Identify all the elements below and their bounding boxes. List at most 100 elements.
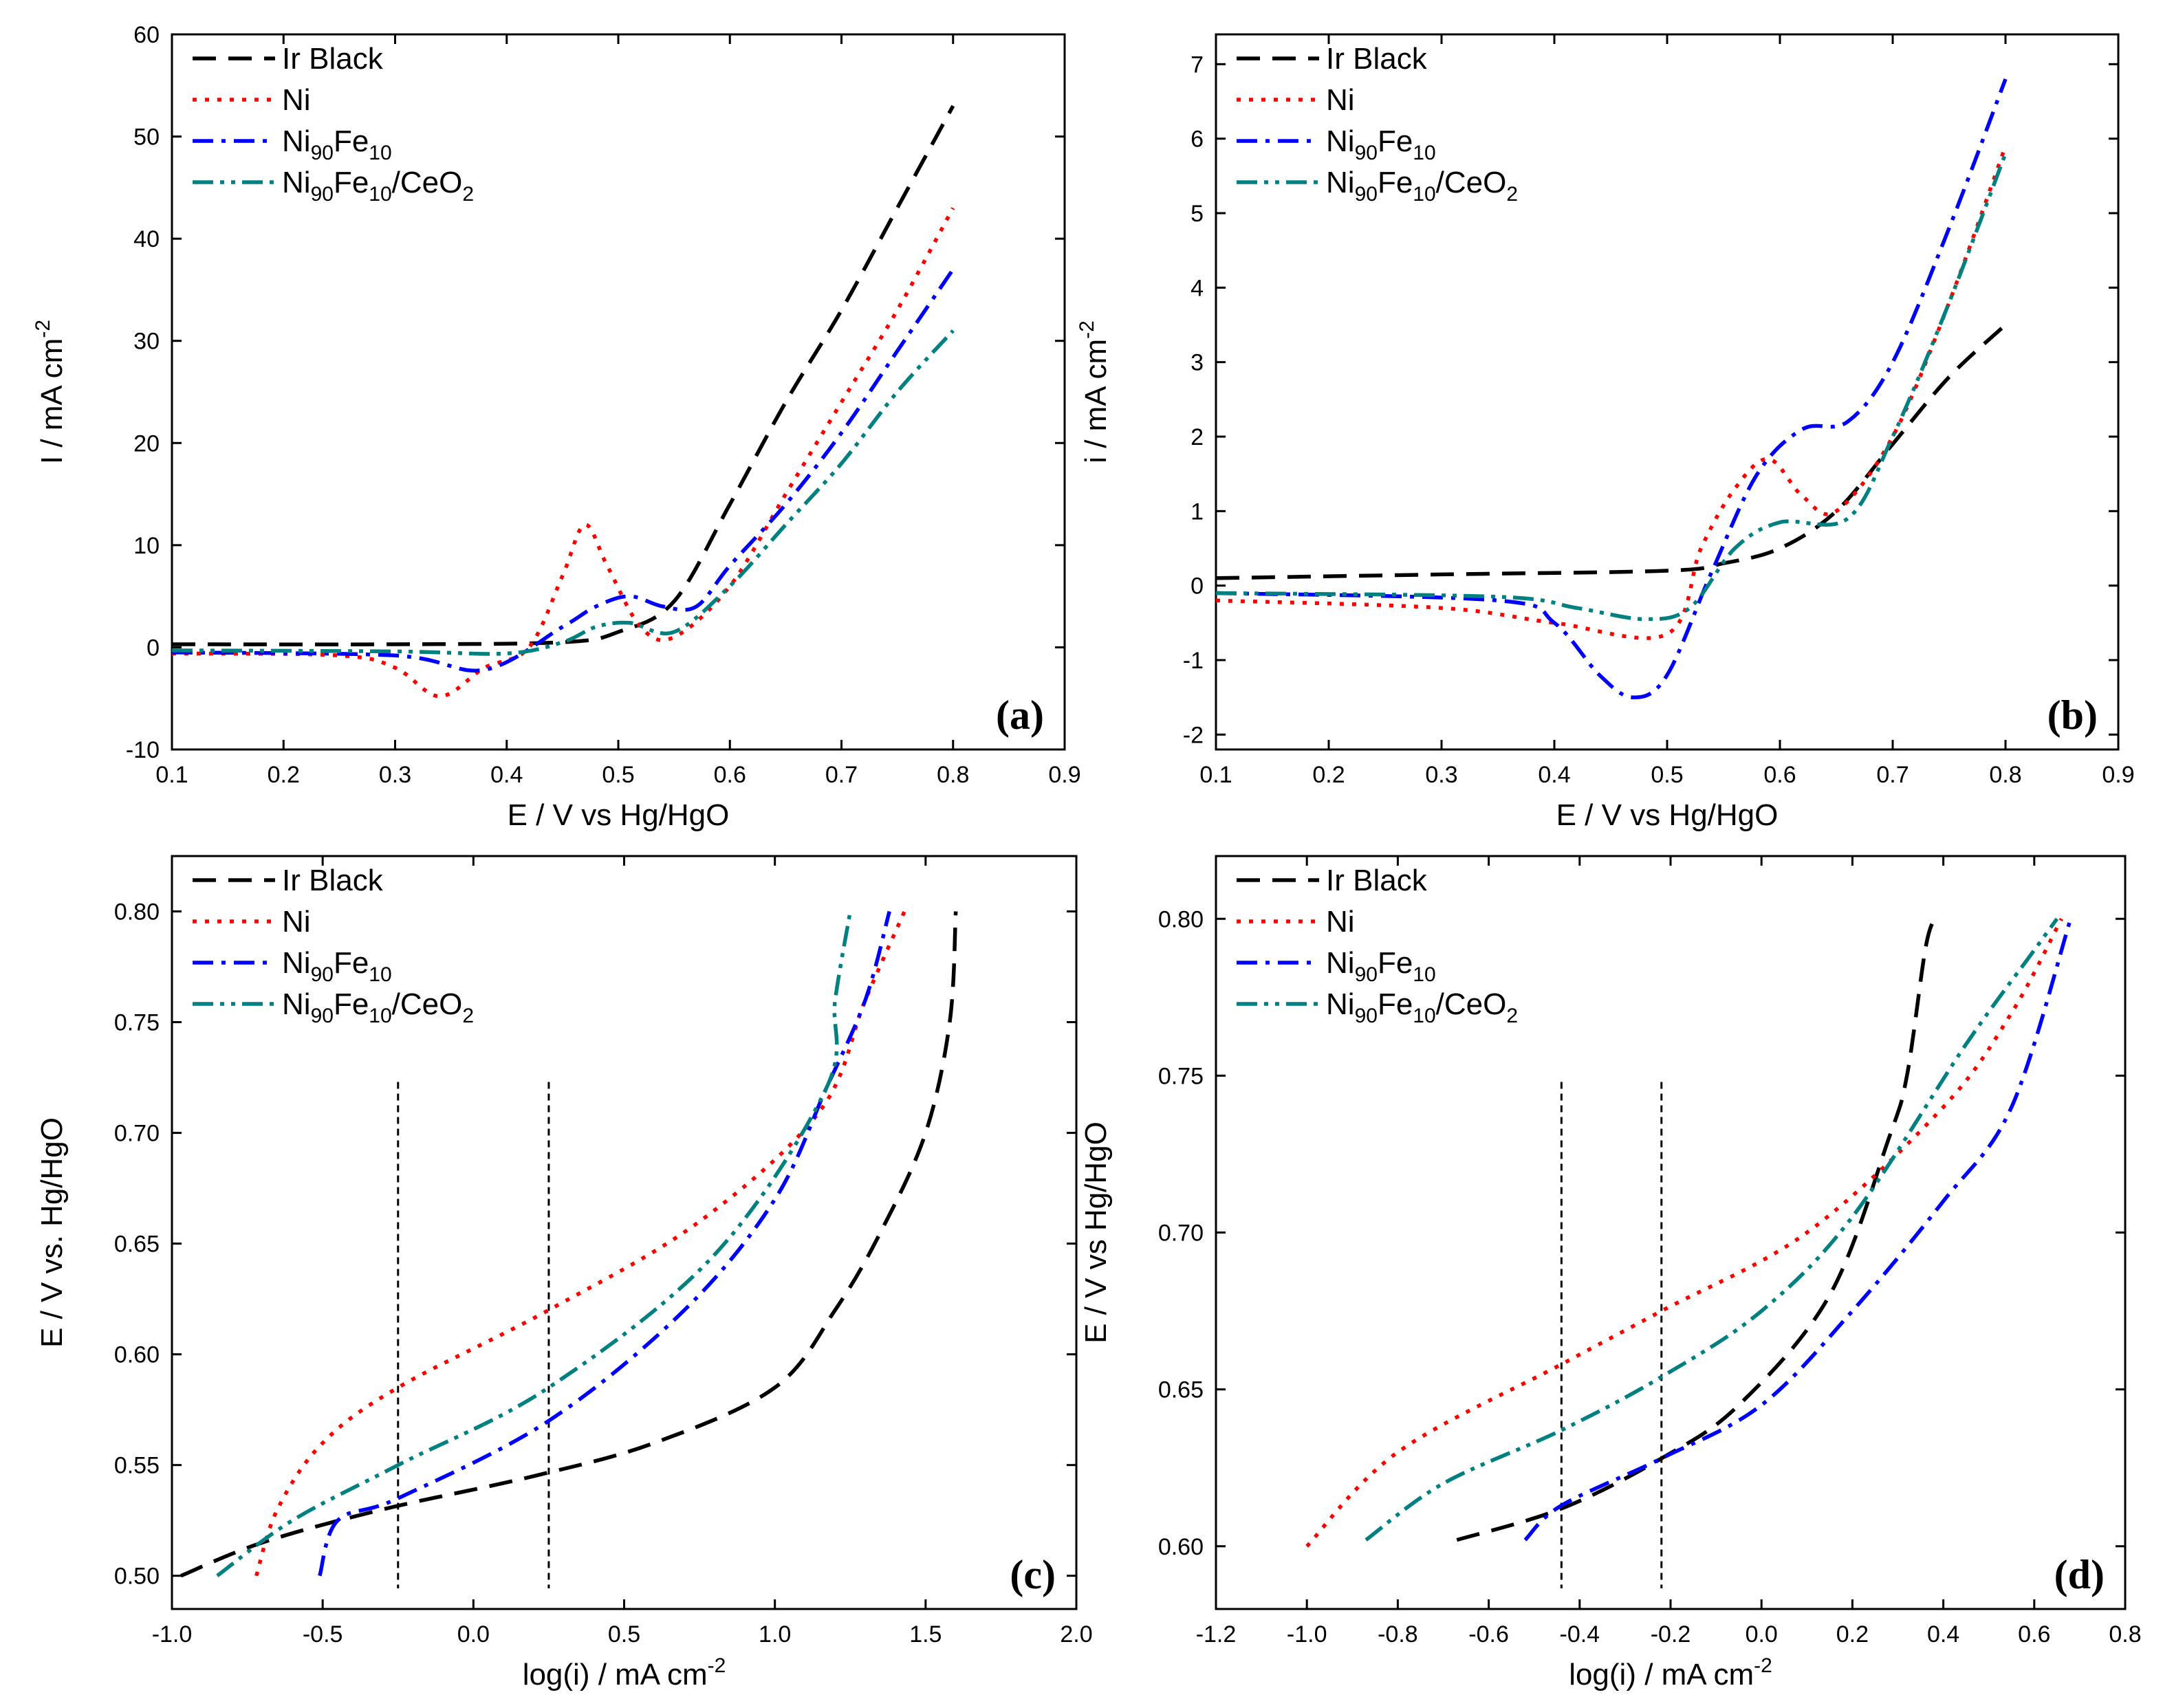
series-line-ni90fe10	[172, 268, 955, 673]
series-line-ni90fe10-ceo2	[216, 911, 853, 1577]
x-tick-label: 0.2	[1312, 762, 1345, 788]
x-axis-label: log(i) / mA cm-2	[523, 1654, 726, 1691]
x-tick-label: -0.6	[1468, 1621, 1509, 1647]
series-line-ni90fe10	[1523, 918, 2073, 1542]
x-tick-label: 0.6	[1763, 762, 1796, 788]
series-line-ni90fe10-ceo2	[1216, 153, 2008, 622]
y-tick-label: 0.70	[1158, 1220, 1204, 1247]
panel-tag: (b)	[2047, 692, 2098, 738]
x-tick-label: 0.1	[155, 762, 188, 788]
x-tick-label: 0.5	[608, 1621, 640, 1647]
x-tick-label: 0.4	[1927, 1621, 1959, 1647]
chart-panel-d: -1.2 -1.0 -0.8 -0.6 -0.4 -0.2 0.0 0.2 0.4 0.6 0.80…	[1079, 855, 2142, 1691]
series-line-ni	[1305, 917, 2063, 1548]
y-tick-label: 0.65	[1158, 1377, 1204, 1403]
y-tick-label: 2	[1191, 424, 1204, 450]
y-tick-label: 0.75	[1158, 1063, 1204, 1089]
y-tick-label: 0.65	[114, 1231, 160, 1258]
x-tick-label: 2.0	[1060, 1621, 1092, 1647]
legend-label: Ir Black	[1326, 864, 1428, 897]
y-axis-label: i / mA cm-2	[1076, 320, 1113, 463]
x-tick-label: 0.2	[268, 762, 300, 788]
panel-tag: (c)	[1010, 1552, 1056, 1597]
series-line-ir-black	[1216, 323, 2007, 580]
legend-label: Ir Black	[1326, 42, 1428, 76]
x-tick-label: 0.6	[2018, 1621, 2050, 1647]
x-tick-label: 0.0	[457, 1621, 490, 1647]
series-line-ni	[1216, 145, 2008, 640]
y-tick-label: 20	[133, 430, 160, 457]
x-tick-label: -1.2	[1196, 1621, 1237, 1647]
x-tick-label: -1.0	[152, 1621, 193, 1647]
x-tick-label: -0.5	[303, 1621, 343, 1647]
x-tick-label: 0.7	[825, 762, 858, 788]
y-tick-label: 1	[1191, 499, 1204, 525]
x-tick-label: 0.8	[2109, 1621, 2141, 1647]
series-line-ni90fe10-ceo2	[1365, 917, 2059, 1542]
x-tick-label: -0.4	[1560, 1621, 1600, 1647]
series-line-ni90fe10	[1216, 78, 2008, 699]
legend-label: Ir Black	[282, 864, 384, 897]
panel-tag: (a)	[996, 692, 1044, 738]
x-tick-label: 0.7	[1876, 762, 1909, 788]
x-tick-label: 0.5	[602, 762, 634, 788]
x-tick-label: 0.0	[1746, 1621, 1778, 1647]
series-line-ni90fe10	[318, 910, 891, 1577]
x-tick-label: 1.0	[759, 1621, 791, 1647]
x-axis-label: log(i) / mA cm-2	[1569, 1654, 1772, 1691]
y-tick-label: 0.70	[114, 1121, 160, 1147]
legend-label: Ni	[282, 83, 311, 117]
legend-label: Ni	[1326, 905, 1355, 939]
y-tick-label: 60	[133, 22, 160, 48]
x-tick-label: 0.3	[1425, 762, 1457, 788]
series-line-ni90fe10-ceo2	[172, 329, 955, 656]
y-tick-label: 0.75	[114, 1010, 160, 1036]
y-axis-label: E / V vs. Hg/HgO	[35, 1117, 69, 1348]
x-tick-label: 0.3	[379, 762, 411, 788]
legend-label: Ni90Fe10/CeO2	[1326, 166, 1518, 206]
x-tick-label: 0.8	[937, 762, 969, 788]
y-tick-label: 4	[1191, 275, 1204, 301]
y-tick-label: 0.80	[1158, 906, 1204, 932]
y-tick-label: 40	[133, 226, 160, 252]
x-tick-label: 0.5	[1651, 762, 1683, 788]
series-line-ir-black	[180, 911, 958, 1578]
x-tick-label: 0.9	[2102, 762, 2134, 788]
x-tick-label: 0.4	[490, 762, 523, 788]
x-tick-label: 0.6	[714, 762, 746, 788]
y-axis-label: E / V vs Hg/HgO	[1079, 1121, 1113, 1344]
y-tick-label: 0	[1191, 573, 1204, 600]
y-tick-label: 10	[133, 533, 160, 559]
y-tick-label: 6	[1191, 127, 1204, 153]
y-tick-label: 50	[133, 124, 160, 151]
x-axis-label: E / V vs Hg/HgO	[1556, 798, 1779, 832]
panel-tag: (d)	[2054, 1552, 2105, 1597]
x-tick-label: 1.5	[909, 1621, 942, 1647]
chart-panel-b: 0.1 0.2 0.3 0.4 0.5 0.6 0.7 0.8 0.9 -2 -1 0 1 2 3 4 5 6 7 E…	[1076, 33, 2135, 832]
y-tick-label: 0.55	[114, 1453, 160, 1479]
y-axis-label: I / mA cm-2	[32, 320, 69, 464]
y-tick-label: 30	[133, 329, 160, 355]
y-tick-label: 0.50	[114, 1564, 160, 1590]
y-tick-label: 5	[1191, 201, 1204, 227]
y-tick-label: -1	[1183, 648, 1204, 674]
x-tick-label: -0.2	[1651, 1621, 1691, 1647]
legend-label: Ni	[1326, 83, 1355, 117]
series-line-ni	[254, 910, 906, 1577]
y-tick-label: 0.80	[114, 899, 160, 926]
x-axis-label: E / V vs Hg/HgO	[508, 798, 730, 832]
legend-label: Ir Black	[282, 42, 384, 76]
legend-label: Ni90Fe10	[1326, 946, 1436, 986]
x-tick-label: 0.4	[1538, 762, 1570, 788]
y-tick-label: 0.60	[114, 1342, 160, 1368]
y-tick-label: 0	[146, 635, 160, 661]
x-tick-label: 0.2	[1836, 1621, 1869, 1647]
x-tick-label: -1.0	[1287, 1621, 1327, 1647]
y-tick-label: 7	[1191, 52, 1204, 78]
y-tick-label: -10	[126, 737, 160, 763]
x-tick-label: 0.9	[1048, 762, 1080, 788]
legend-label: Ni90Fe10/CeO2	[1326, 987, 1518, 1027]
